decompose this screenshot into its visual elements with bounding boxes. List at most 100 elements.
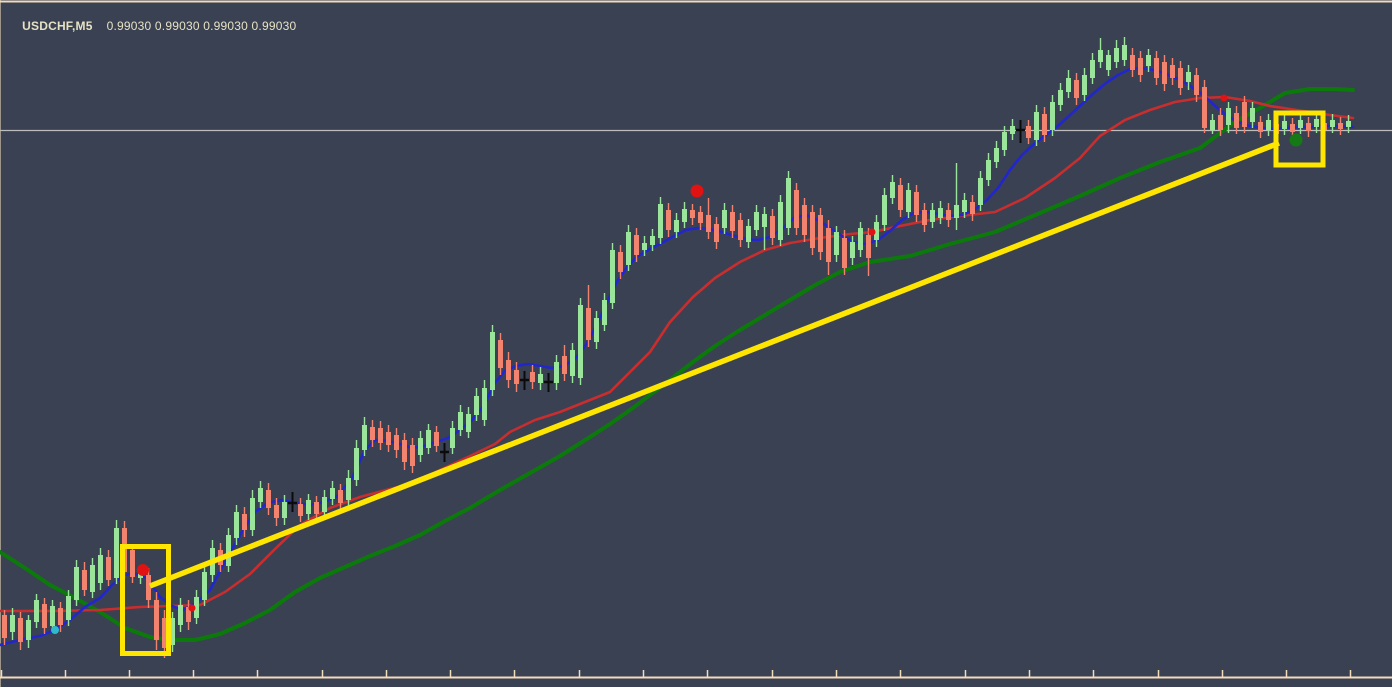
bear-candle-body [154,600,159,640]
bear-candle-body [530,372,535,382]
bull-candle-body [858,228,863,250]
bull-candle-body [50,606,55,626]
bull-candle-body [426,430,431,448]
highlight-rectangle-object-1[interactable] [120,544,171,656]
bull-candle-body [458,412,463,430]
bull-candle-body [258,488,263,502]
bear-candle-body [394,435,399,450]
mid-ma-line [0,95,1355,613]
bear-candle-body [802,205,807,235]
bull-candle-body [938,208,943,218]
bull-candle-body [874,222,879,240]
bull-candle-body [1346,121,1351,127]
fast-ma-line [0,66,1355,647]
bull-candle-body [642,243,647,250]
bull-candle-body [10,615,15,632]
bull-candle-body [330,488,335,499]
bull-candle-body [178,605,183,625]
bear-candle-body [514,370,519,384]
bull-candle-body [202,572,207,600]
bear-candle-body [1290,124,1295,132]
bull-candle-body [554,362,559,383]
red-signal-dot [188,604,196,612]
bear-candle-body [402,440,407,462]
bull-candle-body [1098,50,1103,62]
bear-candle-body [970,202,975,214]
bull-candle-body [626,232,631,265]
bull-candle-body [722,210,727,228]
bull-candle-body [850,242,855,258]
bear-candle-body [106,557,111,580]
bull-candle-body [1282,121,1287,129]
bull-candle-body [538,374,543,383]
bear-candle-body [1218,115,1223,130]
bull-candle-body [962,200,967,212]
bear-candle-body [666,210,671,230]
bull-candle-body [1314,119,1319,127]
bear-candle-body [1154,58,1159,78]
bear-candle-body [58,608,63,625]
bear-candle-body [498,340,503,368]
bull-candle-body [1002,132,1007,150]
bull-candle-body [282,502,287,518]
bear-candle-body [1258,122,1263,132]
bear-candle-body [714,224,719,242]
bull-candle-body [482,388,487,420]
bull-candle-body [306,500,311,514]
highlight-rectangle-object-2[interactable] [1273,110,1326,168]
bear-candle-body [618,252,623,272]
bear-candle-body [338,490,343,503]
bull-candle-body [578,305,583,378]
bear-candle-body [1178,68,1183,88]
bull-candle-body [1066,78,1071,92]
slow-ma-line [0,87,1355,642]
bear-candle-body [42,604,47,628]
bull-candle-body [1050,102,1055,130]
bull-candle-body [570,350,575,376]
bull-candle-body [234,512,239,538]
bear-candle-body [914,192,919,215]
bear-candle-body [842,238,847,268]
bull-candle-body [762,214,767,227]
bear-candle-body [1138,58,1143,75]
trendline-object[interactable] [148,140,1281,589]
bull-candle-body [834,232,839,255]
bear-candle-body [690,210,695,218]
bull-candle-body [74,567,79,600]
symbol-timeframe-label: USDCHF,M5 [22,19,93,33]
bear-candle-body [1234,113,1239,128]
bull-candle-body [602,300,607,325]
bear-candle-body [82,570,87,590]
bear-candle-body [730,212,735,231]
bull-candle-body [1058,90,1063,105]
bull-candle-body [658,204,663,238]
bear-candle-body [794,190,799,228]
bull-candle-body [226,535,231,566]
bear-candle-body [370,427,375,440]
bull-candle-body [1330,120,1335,127]
bear-candle-body [866,235,871,258]
bear-candle-body [946,210,951,220]
bull-candle-body [66,596,71,620]
bear-candle-body [242,514,247,530]
bull-candle-body [1210,120,1215,130]
bull-candle-body [450,428,455,448]
bull-candle-body [682,209,687,222]
red-signal-dot [868,228,876,236]
green-signal-dot [1289,133,1303,147]
bull-candle-body [322,497,327,512]
bear-candle-body [1074,80,1079,98]
bull-candle-body [26,620,31,640]
red-signal-dot [1220,94,1228,102]
bear-candle-body [1130,55,1135,70]
bull-candle-body [786,178,791,228]
bear-candle-body [298,504,303,516]
bull-candle-body [1146,55,1151,66]
bull-candle-body [90,565,95,592]
bear-candle-body [586,308,591,340]
bear-candle-body [410,445,415,466]
bear-candle-body [386,432,391,445]
bull-candle-body [906,190,911,212]
bull-candle-body [986,160,991,180]
